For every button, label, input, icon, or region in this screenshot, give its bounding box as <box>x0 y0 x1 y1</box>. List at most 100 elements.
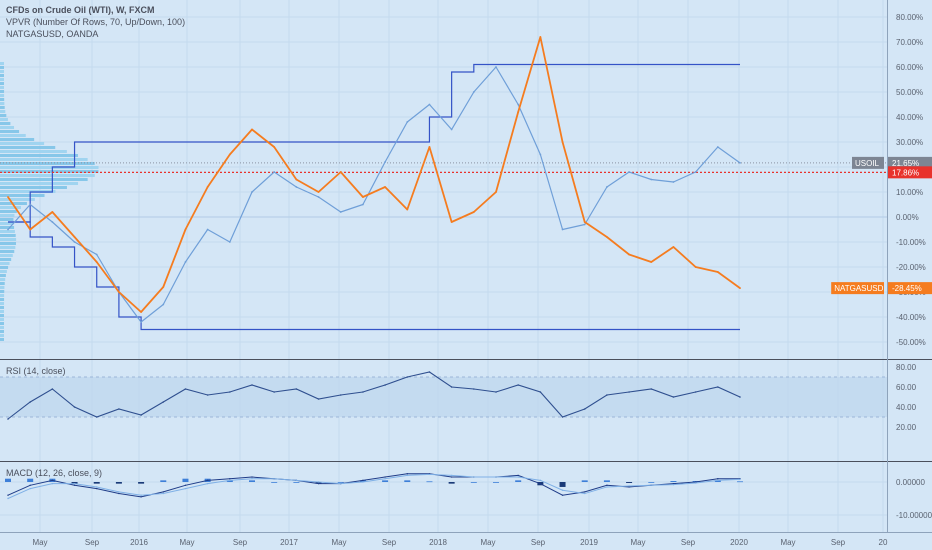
macd-point <box>251 476 253 478</box>
volume-profile-bar <box>0 162 95 165</box>
volume-profile-bar <box>0 278 6 281</box>
rsi-tick-label: 80.00 <box>896 363 917 372</box>
macd-tick-label: -10.00000 <box>896 511 932 520</box>
macd-signal-point <box>73 482 76 485</box>
volume-profile-bar <box>0 178 88 181</box>
macd-signal-point <box>206 482 209 485</box>
series-point-natgasusd <box>73 236 76 238</box>
compare-symbol-label[interactable]: NATGASUSD, OANDA <box>6 29 98 39</box>
rsi-point <box>339 394 342 396</box>
macd-signal-point <box>428 473 431 476</box>
series-point-usoil <box>672 181 675 183</box>
volume-profile-bar <box>0 198 35 201</box>
y-tick-label: -40.00% <box>896 313 926 322</box>
volume-profile-bar <box>0 242 17 245</box>
time-axis[interactable]: May Sep 2016 May Sep 2017 May Sep 2018 May Sep 2019… <box>32 538 888 547</box>
x-tick-label: Sep <box>382 538 397 547</box>
rsi-point <box>7 418 9 420</box>
x-tick-label: May <box>179 538 194 547</box>
macd-signal-point <box>362 481 364 483</box>
volume-profile-bar <box>0 226 15 229</box>
macd-point <box>162 491 164 493</box>
volume-profile-bar <box>0 258 12 261</box>
volume-profile-bar <box>0 306 5 309</box>
series-point-natgasusd <box>628 253 630 256</box>
macd-signal-point <box>672 483 675 486</box>
macd-signal-point <box>606 486 608 488</box>
macd-point <box>317 482 320 485</box>
y-tick-label: 40.00% <box>896 113 923 122</box>
volume-profile-bar <box>0 90 5 93</box>
rsi-point <box>229 391 231 393</box>
series-point-natgasusd <box>583 221 586 223</box>
rsi-point <box>694 391 697 393</box>
rsi-point <box>495 391 497 393</box>
series-point-natgasusd <box>428 146 431 148</box>
macd-signal-point <box>450 474 453 477</box>
macd-point <box>450 476 453 478</box>
rsi-point <box>140 414 142 416</box>
macd-histogram-bar <box>737 481 743 483</box>
volume-profile-bar <box>0 270 7 273</box>
macd-signal-line <box>7 473 741 499</box>
macd-signal-point <box>96 486 98 488</box>
macd-histogram-bar <box>603 480 610 482</box>
series-point-natgasusd <box>140 311 142 313</box>
macd-signal-point <box>251 478 253 480</box>
x-tick-label: Sep <box>85 538 100 547</box>
y-tick-label: 80.00% <box>896 13 923 22</box>
upper-step-line <box>8 63 740 223</box>
series-point-natgasusd <box>251 128 253 131</box>
badge-value-bg <box>888 282 932 295</box>
macd-histogram-bar <box>670 481 677 482</box>
volume-profile-bar <box>0 218 14 221</box>
indicator-label[interactable]: VPVR (Number Of Rows, 70, Up/Down, 100) <box>6 17 185 27</box>
macd-signal-point <box>694 482 697 484</box>
rsi-point <box>406 376 409 378</box>
volume-profile-bar <box>0 174 95 177</box>
x-tick-label: May <box>630 538 645 547</box>
rsi-label[interactable]: RSI (14, close) <box>6 366 66 376</box>
series-line-natgasusd <box>7 36 741 313</box>
rsi-point <box>628 391 630 393</box>
volume-profile-bar <box>0 314 5 317</box>
series-point-natgasusd <box>206 186 209 188</box>
x-tick-label: 2019 <box>580 538 598 547</box>
series-point-usoil <box>95 253 98 256</box>
x-tick-label: Sep <box>681 538 696 547</box>
macd-label[interactable]: MACD (12, 26, close, 9) <box>6 468 102 478</box>
volume-profile-bar <box>0 290 5 293</box>
y-tick-label: 30.00% <box>896 138 923 147</box>
volume-profile-bar <box>0 210 17 213</box>
macd-tick-label: 0.00000 <box>896 478 925 487</box>
series-point-natgasusd <box>517 111 520 113</box>
macd-signal-point <box>29 487 31 490</box>
price-axis[interactable]: 80.00% 70.00% 60.00% 50.00% 40.00% 30.00% 20.0… <box>896 13 932 520</box>
series-point-usoil <box>406 121 409 123</box>
macd-signal-point <box>739 478 741 481</box>
macd-histogram-bar <box>404 480 411 482</box>
macd-histogram-bar <box>448 482 455 484</box>
rsi-point <box>162 401 165 403</box>
macd-histogram-bar <box>115 482 122 484</box>
grid-lines <box>0 0 887 532</box>
macd-signal-point <box>118 491 120 493</box>
macd-signal-point <box>473 476 475 478</box>
series-point-usoil <box>295 186 298 188</box>
series-point-usoil <box>51 221 54 223</box>
macd-histogram-bar <box>271 482 278 483</box>
rsi-point <box>650 388 653 390</box>
macd-point <box>229 478 231 480</box>
volume-profile-bar <box>0 246 16 249</box>
volume-profile-bar <box>0 138 35 141</box>
last-value-badges: USOIL 21.65%17.86% NATGASUSD -28.45% <box>831 156 932 295</box>
macd-point <box>73 484 76 486</box>
volume-profile-bar <box>0 158 88 161</box>
series-point-natgasusd <box>384 186 386 188</box>
macd-signal-point <box>162 492 164 495</box>
badge-value-label: -28.45% <box>892 284 922 293</box>
volume-profile-bar <box>0 110 6 113</box>
badge-value-label: 17.86% <box>892 168 919 177</box>
chart-title[interactable]: CFDs on Crude Oil (WTI), W, FXCM <box>6 5 155 15</box>
